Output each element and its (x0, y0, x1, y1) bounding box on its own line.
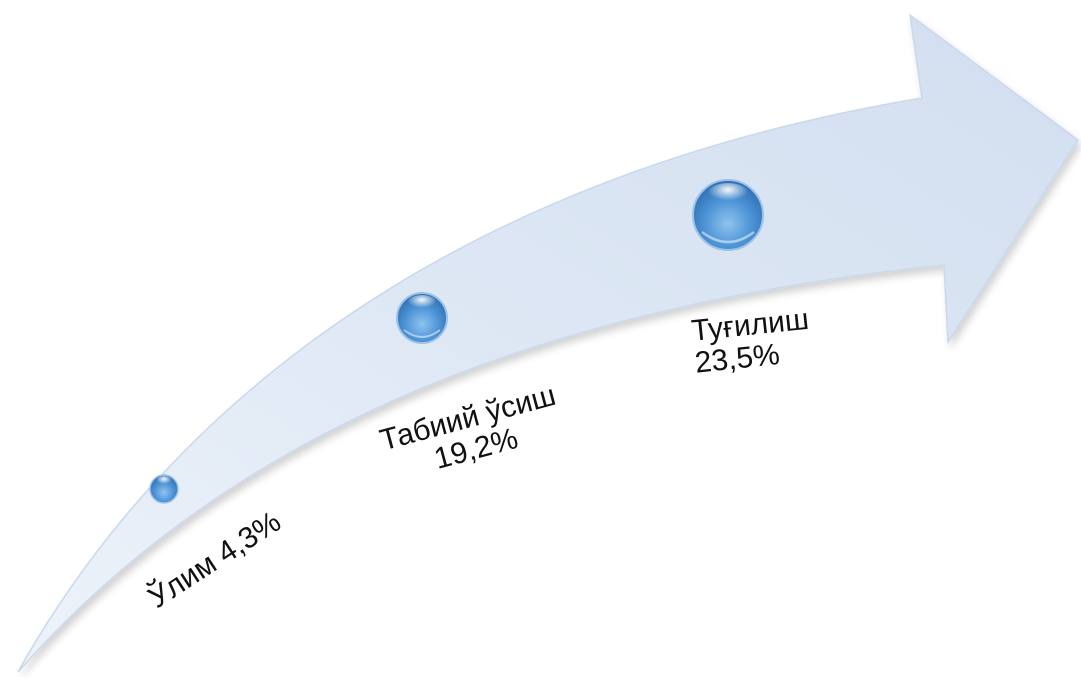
birth-label: Туғилиш 23,5% (690, 303, 814, 380)
arrow-body (17, 13, 1080, 673)
bubble-large (692, 179, 764, 251)
bubble-medium (396, 292, 448, 344)
bubble-small (149, 474, 179, 504)
